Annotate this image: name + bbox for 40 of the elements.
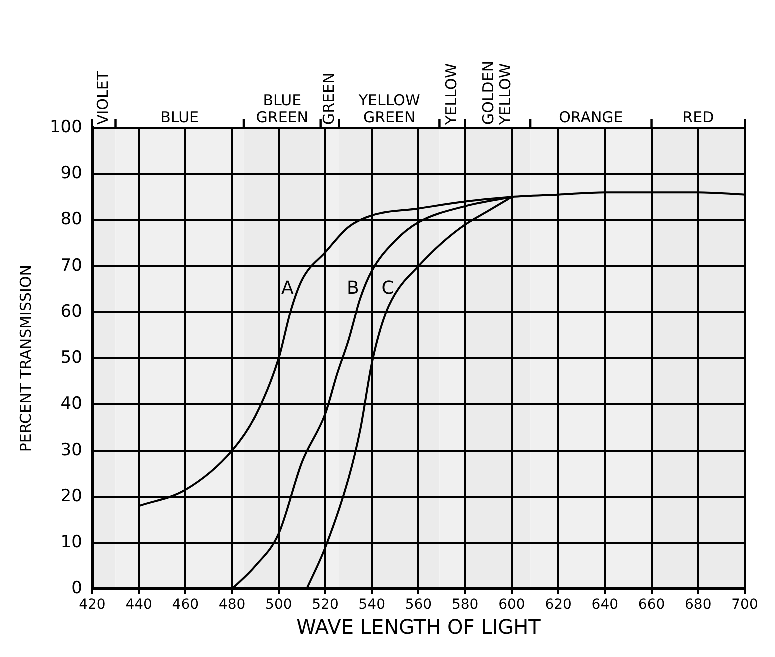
band-label: GREEN — [320, 72, 338, 125]
x-tick-label: 580 — [452, 597, 479, 614]
y-axis-title: PERCENT TRANSMISSION — [16, 265, 35, 452]
band-label: YELLOW GREEN — [358, 91, 420, 126]
x-tick-label: 540 — [358, 597, 386, 614]
x-tick-label: 660 — [638, 597, 666, 614]
y-tick-label: 0 — [72, 578, 82, 599]
y-tick-label: 40 — [60, 394, 82, 414]
x-tick-label: 640 — [592, 597, 619, 614]
y-tick-label: 100 — [50, 117, 82, 138]
y-tick-label: 80 — [60, 210, 82, 230]
band-label: RED — [682, 108, 714, 126]
x-tick-label: 600 — [498, 597, 526, 614]
x-axis-title: WAVE LENGTH OF LIGHT — [296, 615, 542, 640]
x-tick-label: 460 — [172, 597, 200, 614]
band-label: BLUE — [160, 108, 200, 126]
x-tick-label: 420 — [79, 597, 106, 614]
y-tick-label: 70 — [60, 256, 82, 276]
band-label: GOLDEN YELLOW — [479, 60, 514, 126]
x-tick-label: 620 — [545, 597, 572, 614]
x-tick-label: 680 — [685, 597, 712, 614]
x-tick-label: 520 — [312, 597, 339, 614]
x-tick-label: 480 — [218, 597, 246, 614]
series-label: B — [346, 278, 360, 300]
y-tick-label: 60 — [60, 302, 82, 322]
x-tick-label: 700 — [732, 597, 758, 614]
band-label: BLUE GREEN — [256, 91, 309, 126]
y-tick-label: 50 — [60, 348, 82, 368]
band-label: VIOLET — [94, 70, 112, 125]
x-tick-label: 500 — [266, 597, 292, 614]
x-tick-label: 440 — [126, 597, 152, 614]
y-tick-label: 30 — [60, 440, 82, 460]
y-tick-label: 10 — [60, 532, 82, 552]
y-tick-label: 20 — [60, 486, 82, 506]
y-tick-label: 90 — [60, 164, 82, 184]
x-tick-label: 560 — [405, 597, 432, 614]
series-label: C — [382, 278, 394, 300]
band-label: YELLOW — [442, 63, 460, 126]
band-label: ORANGE — [559, 108, 624, 126]
series-label: A — [282, 278, 295, 300]
